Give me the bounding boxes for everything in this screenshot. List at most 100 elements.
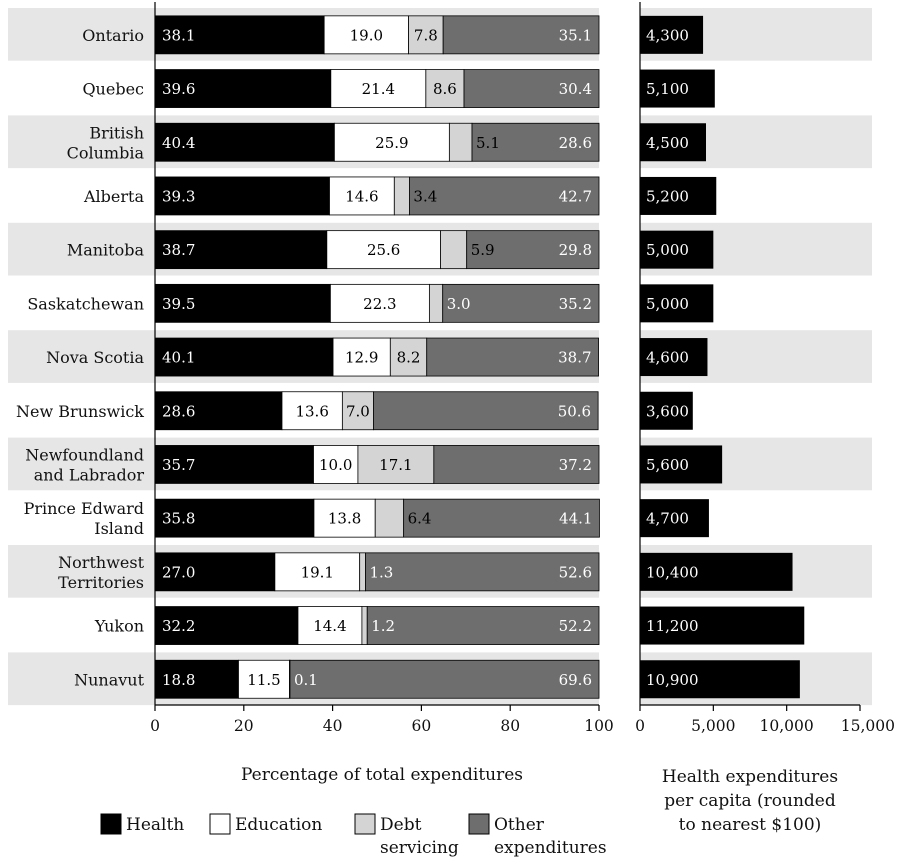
per-capita-bar-new-brunswick — [640, 391, 693, 430]
province-label-line: Prince Edward — [24, 499, 144, 518]
per-capita-value-label: 5,200 — [646, 187, 689, 205]
per-capita-value-label: 5,600 — [646, 456, 689, 474]
legend-label-line: Debt — [380, 815, 422, 835]
per-capita-bar-nunavut — [640, 660, 800, 699]
per-capita-bar-british-columbia — [640, 123, 706, 162]
bar-debt-servicing-quebec — [425, 69, 465, 108]
province-label-line: Northwest — [58, 553, 144, 572]
share-axis-tick-label: 80 — [500, 717, 520, 735]
province-label-nova-scotia: Nova Scotia — [46, 348, 144, 367]
value-label-debt-servicing: 8.6 — [433, 80, 457, 98]
per-capita-axis-title-line: per capita (rounded — [664, 791, 836, 811]
bar-education-nova-scotia — [332, 337, 391, 377]
bar-health-prince-edward-island — [154, 498, 315, 538]
province-label-line: and Labrador — [34, 465, 145, 484]
legend-item-other-expenditures: Other expenditures — [468, 813, 607, 858]
value-label-other-expenditures: 28.6 — [559, 134, 592, 152]
share-axis-tick-label: 20 — [234, 717, 254, 735]
bar-other-expenditures-newfoundland-and-labrador — [433, 445, 600, 484]
per-capita-bar-manitoba — [640, 230, 714, 269]
bar-health-northwest-territories — [154, 552, 276, 592]
expenditure-share-panel: 38.1 19.0 7.8 35.1 39.6 21.4 8.6 30.4 40.4 25.9 5.… — [154, 15, 600, 699]
province-label-line: Ontario — [82, 26, 144, 45]
bar-health-manitoba — [154, 230, 328, 270]
bar-debt-servicing-northwest-territories — [359, 552, 366, 592]
value-label-health: 40.4 — [162, 134, 195, 152]
share-axis-tick-label: 60 — [412, 717, 432, 735]
province-label-line: New Brunswick — [16, 402, 144, 421]
per-capita-bar-yukon — [640, 606, 805, 645]
province-label-line: British — [89, 123, 144, 142]
per-capita-value-label: 10,900 — [646, 671, 699, 689]
bar-education-british-columbia — [333, 122, 450, 162]
value-label-other-expenditures: 38.7 — [558, 349, 591, 367]
per-capita-axis: 0 5,000 10,000 15,000 — [635, 2, 895, 735]
legend-swatch — [209, 813, 231, 835]
bar-education-saskatchewan — [329, 283, 430, 323]
per-capita-value-label: 5,000 — [646, 295, 689, 313]
value-label-health: 35.7 — [162, 456, 195, 474]
legend-label-line: servicing — [380, 838, 459, 858]
bar-other-expenditures-saskatchewan — [442, 283, 600, 323]
per-capita-value-label: 5,000 — [646, 241, 689, 259]
bar-other-expenditures-alberta — [409, 176, 600, 216]
value-label-debt-servicing: 3.0 — [447, 295, 471, 313]
share-axis: 0 20 40 60 80 100 — [150, 2, 614, 735]
share-axis-title: Percentage of total expenditures — [241, 765, 523, 785]
per-capita-axis-title-line: to nearest $100) — [679, 815, 822, 835]
bar-education-quebec — [330, 69, 427, 108]
per-capita-bar-saskatchewan — [640, 284, 714, 323]
bar-debt-servicing-manitoba — [440, 230, 468, 270]
province-label-newfoundland-and-labrador: Newfoundland and Labrador — [25, 445, 144, 484]
value-label-education: 12.9 — [345, 349, 378, 367]
province-label-saskatchewan: Saskatchewan — [27, 294, 144, 313]
value-label-other-expenditures: 30.4 — [559, 80, 592, 98]
province-label-line: Island — [94, 519, 144, 538]
province-label-ontario: Ontario — [82, 26, 144, 45]
value-label-education: 25.6 — [367, 241, 400, 259]
value-label-debt-servicing: 5.9 — [471, 241, 495, 259]
per-capita-bar-northwest-territories — [640, 552, 793, 591]
bar-debt-servicing-alberta — [393, 176, 410, 216]
value-label-debt-servicing: 7.8 — [414, 26, 438, 44]
legend-label-line: Health — [126, 815, 184, 835]
bar-debt-servicing-yukon — [361, 606, 368, 645]
legend-label: Other expenditures — [494, 815, 607, 858]
per-capita-bar-prince-edward-island — [640, 499, 709, 538]
legend-label-line: Other — [494, 815, 545, 835]
value-label-health: 39.6 — [162, 80, 195, 98]
share-axis-tick-label: 40 — [323, 717, 343, 735]
value-label-debt-servicing: 3.4 — [413, 187, 437, 205]
share-axis-tick-label: 100 — [584, 717, 614, 735]
bar-health-quebec — [154, 69, 332, 108]
province-label-line: Yukon — [94, 617, 144, 636]
bar-other-expenditures-british-columbia — [471, 122, 600, 162]
province-label-prince-edward-island: Prince Edward Island — [24, 499, 144, 538]
value-label-education: 14.6 — [345, 187, 378, 205]
value-label-health: 28.6 — [162, 402, 195, 420]
value-label-other-expenditures: 35.1 — [559, 26, 592, 44]
bar-debt-servicing-new-brunswick — [341, 391, 374, 431]
value-label-education: 11.5 — [247, 671, 280, 689]
bar-other-expenditures-new-brunswick — [373, 391, 599, 431]
province-label-yukon: Yukon — [94, 617, 144, 636]
per-capita-bar-quebec — [640, 69, 715, 108]
province-label-line: Alberta — [83, 187, 144, 206]
legend-item-debt-servicing: Debt servicing — [354, 813, 459, 858]
bar-debt-servicing-ontario — [408, 15, 444, 55]
bar-education-nunavut — [238, 659, 290, 699]
value-label-health: 32.2 — [162, 617, 195, 635]
legend-swatch — [468, 813, 490, 835]
province-label-line: Nunavut — [74, 670, 144, 689]
legend-label: Education — [235, 815, 322, 835]
province-label-line: Columbia — [67, 143, 145, 162]
value-label-health: 27.0 — [162, 563, 195, 581]
bar-health-new-brunswick — [154, 391, 283, 431]
per-capita-axis-tick-label: 5,000 — [691, 717, 735, 735]
per-capita-value-label: 4,500 — [646, 134, 689, 152]
bar-health-saskatchewan — [154, 283, 331, 323]
legend-label: Health — [126, 815, 184, 835]
value-label-other-expenditures: 35.2 — [559, 295, 592, 313]
bar-education-newfoundland-and-labrador — [313, 445, 359, 484]
